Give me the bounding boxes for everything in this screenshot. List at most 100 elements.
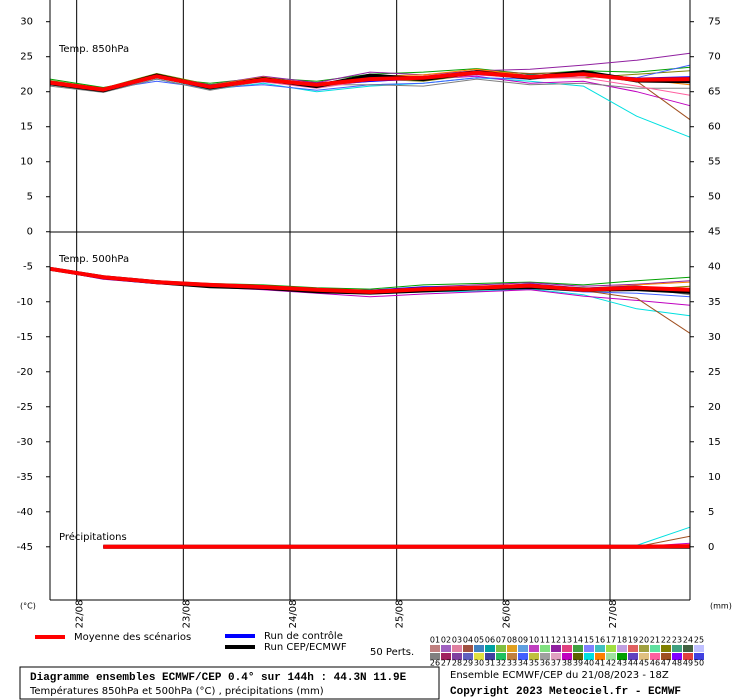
run-info: Ensemble ECMWF/CEP du 21/08/2023 - 18Z (450, 670, 669, 681)
pert-swatch (540, 653, 550, 660)
pert-swatch (650, 645, 660, 652)
pert-swatch (694, 653, 704, 660)
pert-label: 10 (529, 636, 539, 645)
pert-label: 37 (551, 659, 561, 668)
pert-swatch (584, 645, 594, 652)
pert-label: 05 (474, 636, 484, 645)
x-tick-label: 22/08 (75, 600, 86, 629)
pert-swatch (672, 645, 682, 652)
pert-swatch (562, 645, 572, 652)
pert-label: 43 (617, 659, 627, 668)
legend-label: Run de contrôle (264, 630, 343, 642)
pert-label: 42 (606, 659, 616, 668)
pert-label: 30 (474, 659, 484, 668)
main-line (49, 266, 691, 294)
y-tick-label: 10 (20, 157, 33, 168)
y2-tick-label: 35 (708, 297, 721, 308)
pert-label: 23 (672, 636, 682, 645)
pert-swatch (496, 653, 506, 660)
y-tick-label: -45 (17, 542, 33, 553)
y2-tick-label: 30 (708, 332, 721, 343)
pert-label: 02 (441, 636, 451, 645)
pert-label: 04 (463, 636, 473, 645)
x-tick-label: 23/08 (181, 600, 192, 629)
y2-tick-label: 20 (708, 402, 721, 413)
pert-label: 34 (518, 659, 528, 668)
pert-label: 21 (650, 636, 660, 645)
pert-label: 32 (496, 659, 506, 668)
pert-swatch (430, 653, 440, 660)
pert-label: 11 (540, 636, 550, 645)
y-tick-label: -20 (17, 367, 33, 378)
y2-tick-label: 40 (708, 262, 721, 273)
y2-tick-label: 25 (708, 367, 721, 378)
pert-line (49, 77, 691, 138)
pert-swatch (573, 653, 583, 660)
pert-swatch (562, 653, 572, 660)
pert-swatch (485, 645, 495, 652)
main-line (49, 70, 691, 92)
y2-tick-label: 60 (708, 122, 721, 133)
plot-area (49, 0, 691, 600)
y2-tick-label: 70 (708, 52, 721, 63)
pert-swatch (463, 645, 473, 652)
pert-label: 08 (507, 636, 517, 645)
pert-label: 41 (595, 659, 605, 668)
pert-label: 09 (518, 636, 528, 645)
pert-swatch (650, 653, 660, 660)
y-tick-label: -5 (23, 262, 33, 273)
panel-label: Temp. 500hPa (58, 254, 129, 265)
pert-label: 22 (661, 636, 671, 645)
pert-swatch (518, 645, 528, 652)
title: Diagramme ensembles ECMWF/CEP 0.4° sur 1… (30, 672, 407, 684)
pert-label: 48 (672, 659, 682, 668)
pert-swatch (529, 645, 539, 652)
pert-label: 06 (485, 636, 495, 645)
legend-label: Run CEP/ECMWF (264, 642, 347, 653)
pert-label: 15 (584, 636, 594, 645)
y2-tick-label: 50 (708, 192, 721, 203)
x-tick-label: 25/08 (395, 600, 406, 629)
y-tick-label: -25 (17, 402, 33, 413)
y2-unit: (mm) (710, 602, 732, 611)
pert-label: 31 (485, 659, 495, 668)
pert-swatch (683, 645, 693, 652)
y-tick-label: 25 (20, 52, 33, 63)
pert-label: 26 (430, 659, 440, 668)
pert-label: 17 (606, 636, 616, 645)
main-line (103, 544, 691, 549)
pert-swatch (518, 653, 528, 660)
pert-label: 25 (694, 636, 704, 645)
y-tick-label: -30 (17, 437, 33, 448)
panel-label: Précipitations (59, 531, 127, 543)
pert-label: 28 (452, 659, 462, 668)
pert-swatch (507, 653, 517, 660)
pert-line (49, 267, 691, 334)
y2-tick-label: 0 (708, 542, 714, 553)
legend-label: Moyenne des scénarios (74, 631, 191, 643)
y2-tick-label: 45 (708, 227, 721, 238)
pert-label: 14 (573, 636, 583, 645)
pert-label: 40 (584, 659, 594, 668)
y-tick-label: 20 (20, 87, 33, 98)
perts-label: 50 Perts. (370, 647, 414, 658)
y2-tick-label: 10 (708, 472, 721, 483)
pert-label: 07 (496, 636, 506, 645)
y2-tick-label: 55 (708, 157, 721, 168)
pert-label: 45 (639, 659, 649, 668)
x-tick-label: 26/08 (501, 600, 512, 629)
pert-swatch (595, 653, 605, 660)
pert-swatch (672, 653, 682, 660)
copyright: Copyright 2023 Meteociel.fr - ECMWF (450, 686, 681, 698)
y-tick-label: -10 (17, 297, 33, 308)
subtitle: Températures 850hPa et 500hPa (°C) , pré… (29, 685, 324, 697)
y-tick-label: 5 (27, 192, 33, 203)
pert-swatch (507, 645, 517, 652)
pert-swatch (485, 653, 495, 660)
y-tick-label: 30 (20, 17, 33, 28)
pert-swatch (452, 653, 462, 660)
pert-label: 03 (452, 636, 462, 645)
pert-swatch (661, 653, 671, 660)
pert-swatch (441, 653, 451, 660)
